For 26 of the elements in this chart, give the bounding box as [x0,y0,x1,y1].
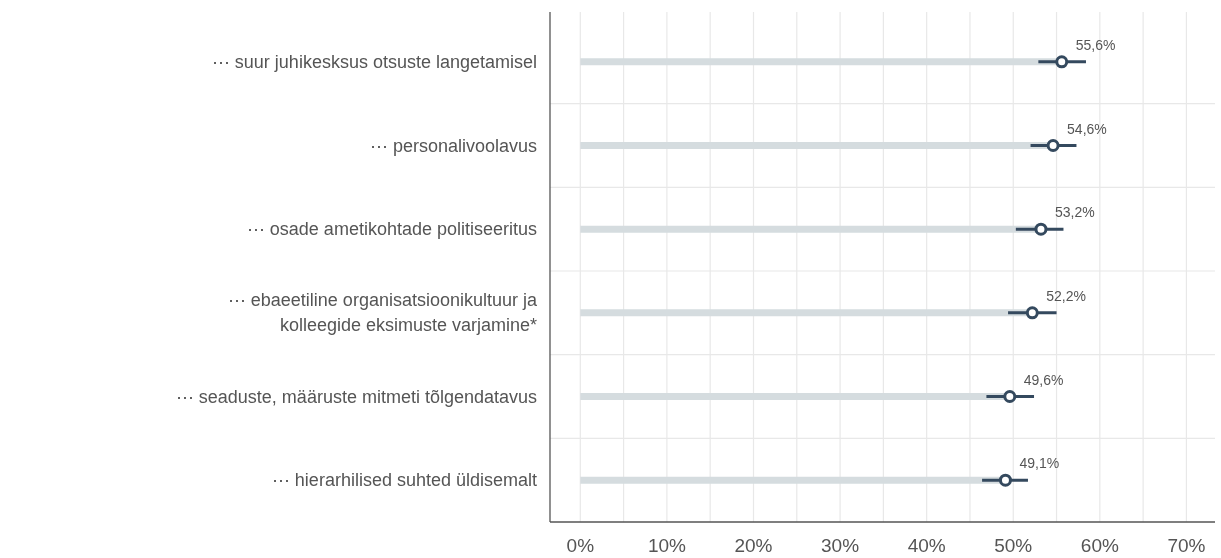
data-label: 55,6% [1075,36,1116,53]
y-tick-label: ⋯ suur juhikesksus otsuste langetamisel [211,51,537,72]
data-label: 53,2% [1054,204,1095,221]
x-tick-label: 60% [1080,535,1119,556]
point [998,473,1012,487]
point [1025,306,1039,320]
y-tick-label: ⋯ hierarhilised suhted üldisemalt [271,470,537,491]
y-tick-label: ⋯ personalivoolavus [369,135,537,156]
data-label: 49,6% [1023,371,1064,388]
point [1055,55,1069,69]
x-tick-label: 10% [647,535,687,556]
x-tick-label: 20% [734,535,773,556]
x-tick-label: 70% [1167,535,1206,556]
point [1003,390,1017,403]
y-tick-label: ⋯ ebaeetiline organisatsioonikultuur ja kolleegide eksimuste varjamine* [227,290,538,336]
data-label: 49,1% [1019,455,1060,472]
point [1046,139,1060,152]
data-label: 54,6% [1067,120,1107,137]
y-tick-label: ⋯ osade ametikohtade politiseeritus [246,219,537,240]
x-tick-label: 50% [994,535,1033,556]
point [1034,222,1048,236]
y-tick-label: ⋯ seaduste, määruste mitmeti tõlgendatavus [175,386,537,407]
x-tick-label: 30% [821,535,860,556]
x-tick-label: 40% [907,535,946,556]
data-label: 52,2% [1046,287,1086,304]
x-tick-label: 0% [566,535,595,556]
